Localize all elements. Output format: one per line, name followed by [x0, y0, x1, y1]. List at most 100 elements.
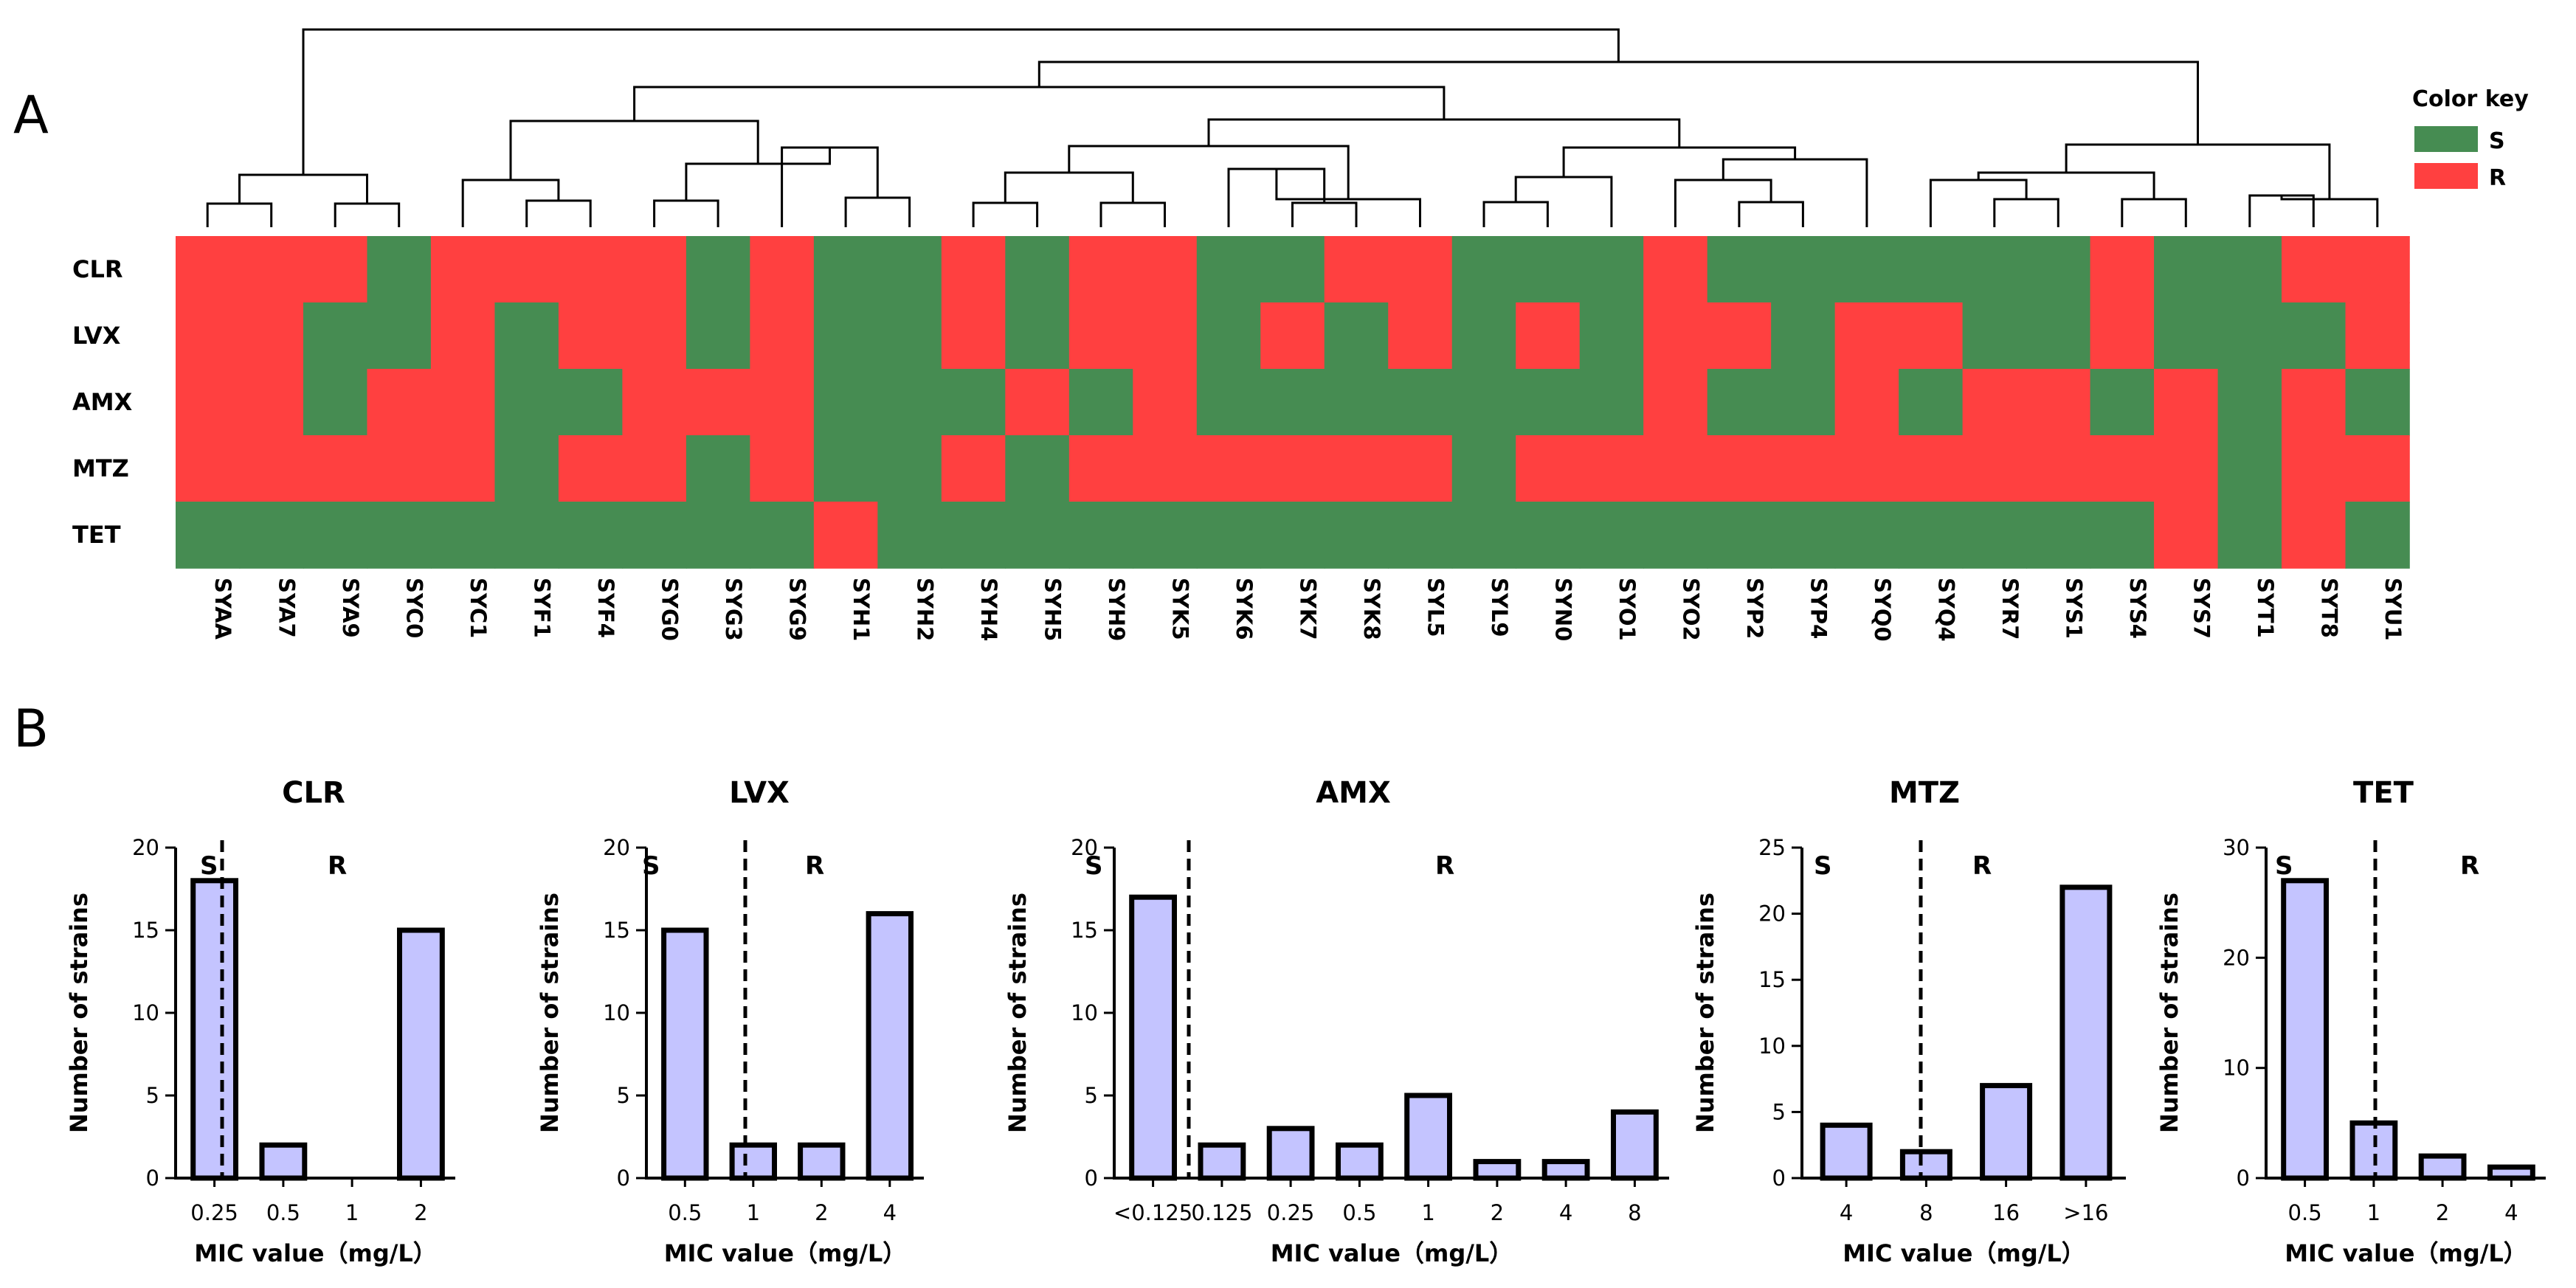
heatmap-cell — [1834, 502, 1899, 569]
heatmap-cell — [1579, 236, 1644, 303]
y-axis-label: Number of strains — [2155, 893, 2183, 1133]
heatmap-column-label: SYQ4 — [1933, 578, 1958, 642]
dendrogram-branch — [1482, 201, 1549, 227]
x-tick-label: 0.5 — [266, 1200, 300, 1225]
resistant-label: R — [328, 851, 347, 881]
heatmap-cell — [1707, 302, 1772, 370]
heatmap-cell — [2282, 236, 2347, 303]
heatmap-cell — [1068, 369, 1134, 436]
heatmap-cell — [941, 369, 1006, 436]
heatmap-cell — [813, 302, 879, 370]
x-tick-label: 2 — [815, 1200, 828, 1225]
heatmap-cell — [1388, 435, 1453, 502]
dendrogram-branch — [509, 120, 759, 180]
dendrogram-branch — [1004, 171, 1134, 203]
x-axis-label: MIC value（mg/L） — [194, 1239, 437, 1267]
x-tick-label: 1 — [345, 1200, 359, 1225]
heatmap-cell — [1516, 435, 1581, 502]
heatmap-column-label: SYG0 — [657, 578, 683, 641]
heatmap-cell — [2345, 302, 2410, 370]
heatmap-column-label: SYK8 — [1359, 578, 1384, 640]
heatmap-column-label: SYS1 — [2061, 578, 2086, 639]
x-tick-label: 0.25 — [190, 1200, 238, 1225]
heatmap-cell — [622, 435, 687, 502]
heatmap-cell — [2154, 302, 2219, 370]
y-tick-label: 30 — [2223, 835, 2250, 860]
x-tick-label: 0.5 — [1342, 1200, 1376, 1225]
chart-title: MTZ — [1889, 776, 1960, 810]
heatmap-cell — [1196, 369, 1262, 436]
heatmap-cell — [494, 302, 559, 370]
x-tick-label: 8 — [1628, 1200, 1641, 1225]
heatmap-cell — [1834, 435, 1899, 502]
x-tick-label: 0.5 — [2288, 1200, 2322, 1225]
heatmap-cell — [1516, 302, 1581, 370]
heatmap-column-label: SYQ0 — [1870, 578, 1895, 642]
heatmap-cell — [877, 236, 942, 303]
heatmap-cell — [1899, 502, 1964, 569]
heatmap-column-label: SYR7 — [1997, 578, 2023, 640]
heatmap-cell — [2154, 369, 2219, 436]
heatmap-cell — [1707, 236, 1772, 303]
heatmap-cell — [1451, 369, 1516, 436]
heatmap-cell — [430, 302, 496, 370]
heatmap-cell — [303, 435, 368, 502]
heatmap-row-label: CLR — [72, 255, 123, 283]
heatmap-column-label: SYH9 — [1104, 578, 1129, 641]
heatmap-column-label: SYA7 — [274, 578, 300, 638]
bar — [1129, 894, 1177, 1181]
heatmap-cell — [2282, 302, 2347, 370]
y-tick-label: 20 — [603, 835, 630, 860]
x-axis-label: MIC value（mg/L） — [2285, 1239, 2527, 1267]
heatmap-cell — [1388, 236, 1453, 303]
bar — [1820, 1122, 1873, 1181]
heatmap-cell — [558, 236, 624, 303]
y-tick-label: 5 — [1085, 1083, 1098, 1108]
chart-title: LVX — [729, 776, 790, 810]
y-tick-label: 0 — [2237, 1166, 2250, 1191]
y-tick-label: 10 — [1758, 1033, 1786, 1059]
heatmap-cell — [303, 302, 368, 370]
x-tick-label: 4 — [2504, 1200, 2518, 1225]
y-tick-label: 25 — [1758, 835, 1786, 860]
heatmap-cell — [1899, 302, 1964, 370]
heatmap-cell — [1707, 369, 1772, 436]
chart-title: TET — [2353, 776, 2414, 810]
heatmap-column-label: SYF4 — [593, 578, 618, 638]
heatmap-column-label: SYA9 — [338, 578, 363, 638]
y-tick-label: 20 — [1758, 901, 1786, 927]
x-axis-label: MIC value（mg/L） — [1271, 1239, 1513, 1267]
x-tick-label: 4 — [1840, 1200, 1853, 1225]
dendrogram-branch — [206, 202, 273, 227]
heatmap-cell — [941, 236, 1006, 303]
heatmap-cell — [176, 435, 241, 502]
heatmap-cell — [622, 302, 687, 370]
heatmap-cell — [303, 502, 368, 569]
resistant-label: R — [2460, 851, 2479, 881]
bar — [397, 927, 445, 1181]
heatmap-cell — [239, 236, 304, 303]
y-axis-label: Number of strains — [65, 893, 93, 1133]
heatmap-column-label: SYK6 — [1232, 578, 1257, 640]
x-tick-label: 16 — [1992, 1200, 2020, 1225]
heatmap-column-label: SYH2 — [913, 578, 938, 641]
heatmap-cell — [1260, 236, 1325, 303]
heatmap-cell — [2026, 435, 2091, 502]
heatmap-cell — [1388, 302, 1453, 370]
y-tick-label: 0 — [1085, 1166, 1098, 1191]
heatmap-cell — [2217, 236, 2282, 303]
heatmap-cell — [2217, 302, 2282, 370]
chart-title: AMX — [1316, 776, 1391, 810]
heatmap-cell — [1579, 502, 1644, 569]
heatmap-cell — [367, 236, 432, 303]
heatmap-cell — [2090, 236, 2155, 303]
heatmap-cell — [1707, 502, 1772, 569]
heatmap-cell — [558, 369, 624, 436]
heatmap-cell — [750, 502, 815, 569]
heatmap-column-label: SYH4 — [976, 578, 1001, 641]
heatmap-column-label: SYT1 — [2253, 578, 2278, 638]
heatmap-cell — [877, 302, 942, 370]
heatmap-cell — [430, 236, 496, 303]
